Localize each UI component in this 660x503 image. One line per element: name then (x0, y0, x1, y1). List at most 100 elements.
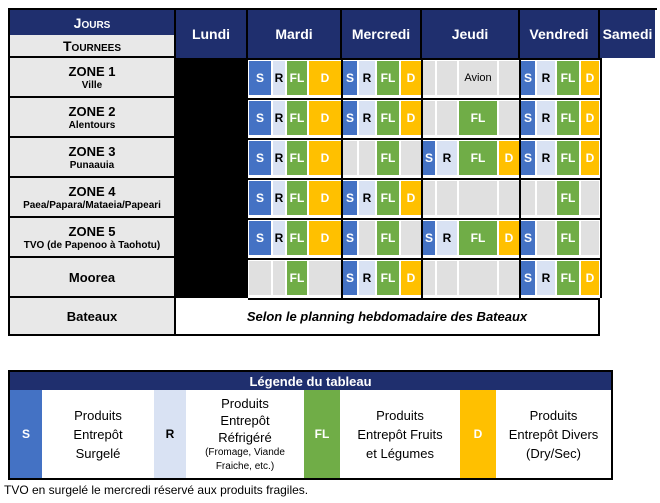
schedule-cell: FL (286, 180, 308, 216)
legend-desc-d: Produits Entrepôt Divers (Dry/Sec) (496, 390, 611, 478)
zone-row-label: ZONE 1 Ville (8, 58, 176, 98)
schedule-cell: R (536, 260, 556, 296)
schedule-cell (498, 180, 520, 216)
schedule-cell: D (400, 180, 422, 216)
schedule-cell: R (272, 180, 286, 216)
schedule-cell: FL (376, 60, 400, 96)
schedule-cell: FL (458, 220, 498, 256)
schedule-cell: R (358, 60, 376, 96)
schedule-cell (422, 260, 436, 296)
schedule-cell (422, 100, 436, 136)
schedule-cell: FL (556, 140, 580, 176)
schedule-cell: R (272, 220, 286, 256)
zone-row-label: ZONE 3 Punaauia (8, 138, 176, 178)
schedule-cell: R (358, 260, 376, 296)
schedule-cell: D (580, 100, 600, 136)
legend-code-d: D (460, 390, 496, 478)
schedule-cell: FL (286, 60, 308, 96)
schedule-cell: FL (286, 140, 308, 176)
footnote: TVO en surgelé le mercredi réservé aux p… (4, 483, 309, 497)
schedule-cell: D (498, 220, 520, 256)
schedule-cell: R (436, 140, 458, 176)
schedule-cell: D (308, 60, 342, 96)
schedule-cell: R (272, 100, 286, 136)
schedule-cell (308, 260, 342, 296)
schedule-cell: FL (376, 140, 400, 176)
header-corner: Jours Tournees (8, 8, 176, 58)
schedule-cell (422, 60, 436, 96)
schedule-cell: S (342, 60, 358, 96)
schedule-cell: D (308, 100, 342, 136)
schedule-cell: D (400, 260, 422, 296)
delivery-schedule-table: Jours Tournees Lundi Mardi Mercredi Jeud… (8, 8, 657, 336)
schedule-cell: FL (376, 180, 400, 216)
zone-row-label: ZONE 5 TVO (de Papenoo à Taohotu) (8, 218, 176, 258)
schedule-cell: S (342, 220, 358, 256)
legend-code-r: R (154, 390, 186, 478)
legend-desc-r: Produits Entrepôt Réfrigéré (Fromage, Vian… (186, 390, 304, 478)
day-vendredi: Vendredi (520, 10, 600, 58)
schedule-cell: R (358, 180, 376, 216)
day-lundi: Lundi (176, 10, 248, 58)
legend-desc-s: Produits Entrepôt Surgelé (42, 390, 154, 478)
schedule-cell: D (400, 100, 422, 136)
schedule-cell (520, 180, 536, 216)
schedule-cell: FL (286, 260, 308, 296)
legend-code-s: S (10, 390, 42, 478)
schedule-cell: D (308, 220, 342, 256)
schedule-cell (248, 260, 272, 296)
schedule-cell (458, 260, 498, 296)
zone-row-label: ZONE 4 Paea/Papara/Mataeia/Papeari (8, 178, 176, 218)
schedule-cell: S (248, 180, 272, 216)
schedule-cell (458, 180, 498, 216)
schedule-cell: S (520, 140, 536, 176)
schedule-cell: R (436, 220, 458, 256)
schedule-cell: S (520, 100, 536, 136)
schedule-cell: D (308, 180, 342, 216)
schedule-cell: D (580, 140, 600, 176)
schedule-cell: FL (556, 180, 580, 216)
schedule-cell (580, 180, 600, 216)
zone-row-label: ZONE 2 Alentours (8, 98, 176, 138)
schedule-cell (436, 180, 458, 216)
schedule-cell: D (498, 140, 520, 176)
schedule-cell: FL (458, 140, 498, 176)
lundi-closed-block (176, 58, 248, 298)
schedule-cell: FL (286, 220, 308, 256)
schedule-cell: D (308, 140, 342, 176)
schedule-cell: FL (376, 260, 400, 296)
schedule-cell: FL (556, 100, 580, 136)
schedule-cell (436, 260, 458, 296)
schedule-cell (422, 180, 436, 216)
schedule-cell (536, 220, 556, 256)
schedule-cell (358, 140, 376, 176)
schedule-cell (400, 140, 422, 176)
schedule-cell: FL (556, 260, 580, 296)
schedule-cell: FL (286, 100, 308, 136)
schedule-cell: FL (458, 100, 498, 136)
schedule-cell: R (272, 140, 286, 176)
zone-row-label: Moorea (8, 258, 176, 298)
schedule-cell: S (520, 60, 536, 96)
day-samedi: Samedi (600, 10, 655, 58)
legend-code-fl: FL (304, 390, 340, 478)
schedule-cell: S (422, 220, 436, 256)
schedule-cell (498, 260, 520, 296)
schedule-cell: Avion (458, 60, 498, 96)
day-mardi: Mardi (248, 10, 342, 58)
schedule-cell: S (248, 100, 272, 136)
schedule-cell: FL (376, 220, 400, 256)
schedule-cell (536, 180, 556, 216)
samedi-column (600, 58, 602, 298)
schedule-cell (400, 220, 422, 256)
schedule-cell: S (342, 180, 358, 216)
schedule-cell: D (580, 260, 600, 296)
schedule-cell: S (248, 220, 272, 256)
schedule-cell (498, 100, 520, 136)
schedule-cell (436, 100, 458, 136)
schedule-cell (580, 220, 600, 256)
schedule-cell (342, 140, 358, 176)
schedule-cell: R (272, 60, 286, 96)
schedule-cell: FL (556, 60, 580, 96)
header-jours: Jours (10, 10, 174, 35)
